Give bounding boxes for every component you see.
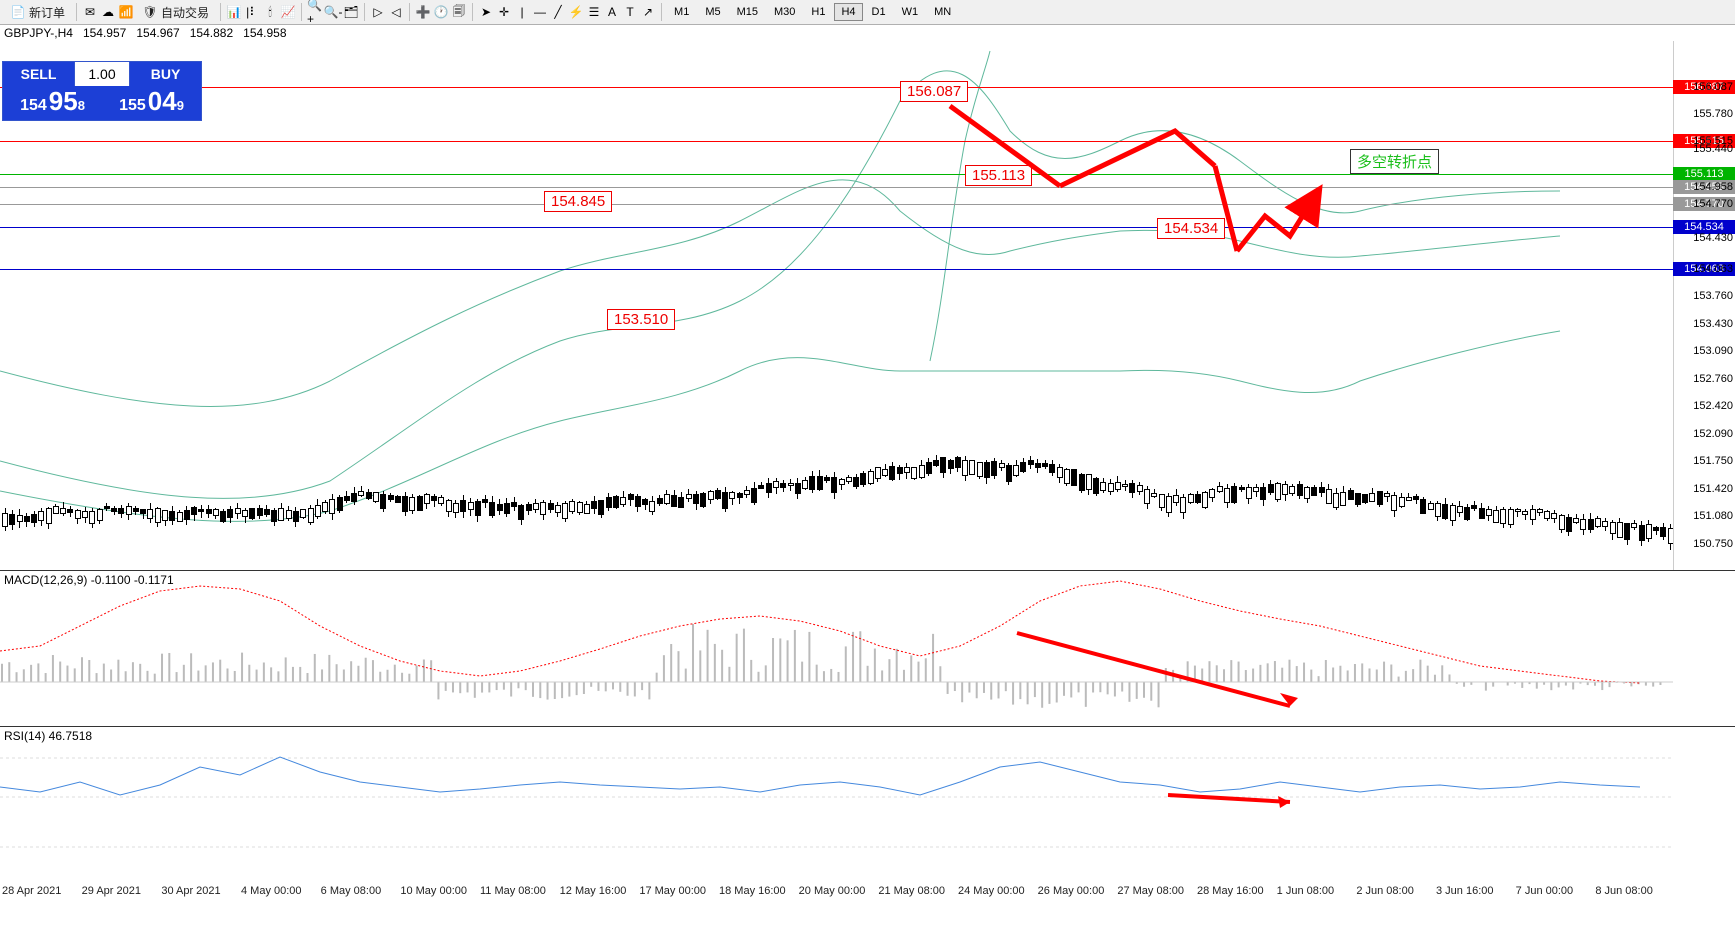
scroll-right-icon[interactable]: ▷ (370, 4, 386, 20)
price-tick-label: 154.063 (1693, 263, 1733, 275)
mail-icon[interactable]: ✉ (82, 4, 98, 20)
trend-arrows (0, 41, 1673, 571)
bar-chart-icon[interactable]: |⠇ (244, 4, 260, 20)
price-tick-label: 151.420 (1693, 483, 1733, 495)
new-order-button[interactable]: 📄 新订单 (4, 2, 71, 23)
timeframe-m5[interactable]: M5 (698, 3, 727, 21)
scroll-left-icon[interactable]: ◁ (388, 4, 404, 20)
add-indicator-icon[interactable]: ➕ (415, 4, 431, 20)
price-tick-label: 154.958 (1693, 181, 1733, 193)
timeframe-d1[interactable]: D1 (865, 3, 893, 21)
date-tick-label: 21 May 08:00 (878, 885, 945, 897)
price-tick-label: 153.760 (1693, 290, 1733, 302)
zoom-out-icon[interactable]: 🔍- (325, 4, 341, 20)
price-tick-label: 152.760 (1693, 373, 1733, 385)
buy-price-display[interactable]: 155 04 9 (102, 86, 201, 120)
text-box-icon[interactable]: T (622, 4, 638, 20)
date-tick-label: 28 Apr 2021 (2, 885, 61, 897)
date-tick-label: 4 May 00:00 (241, 885, 302, 897)
candle-chart-icon[interactable]: 🕯 (262, 4, 278, 20)
date-tick-label: 3 Jun 16:00 (1436, 885, 1494, 897)
date-tick-label: 28 May 16:00 (1197, 885, 1264, 897)
sell-button[interactable]: SELL (3, 62, 74, 86)
price-axis[interactable]: 156.087 155.515 155.113 154.958 154.770 154.5… (1673, 41, 1735, 570)
price-chart-area[interactable]: SELL 1.00 BUY 154 95 8 155 04 9 (0, 41, 1735, 571)
hline-icon[interactable]: — (532, 4, 548, 20)
new-chart-icon[interactable]: 📊 (226, 4, 242, 20)
date-tick-label: 2 Jun 08:00 (1356, 885, 1414, 897)
date-tick-label: 17 May 00:00 (639, 885, 706, 897)
date-tick-label: 29 Apr 2021 (82, 885, 141, 897)
price-tick-label: 156.087 (1693, 81, 1733, 93)
date-tick-label: 18 May 16:00 (719, 885, 786, 897)
date-tick-label: 26 May 00:00 (1038, 885, 1105, 897)
sell-price-display[interactable]: 154 95 8 (3, 86, 102, 120)
timeframe-w1[interactable]: W1 (895, 3, 926, 21)
cursor-icon[interactable]: ➤ (478, 4, 494, 20)
symbol-title: GBPJPY-,H4 154.957 154.967 154.882 154.9… (4, 26, 287, 40)
price-tick-label: 151.080 (1693, 510, 1733, 522)
properties-icon[interactable]: 🗂 (343, 4, 359, 20)
main-toolbar: 📄 新订单 ✉ ☁ 📶 🛡 自动交易 📊 |⠇ 🕯 📈 🔍+ 🔍- 🗂 ▷ ◁ … (0, 0, 1735, 25)
rsi-svg (0, 727, 1673, 883)
date-tick-label: 7 Jun 00:00 (1516, 885, 1574, 897)
timeframe-h4[interactable]: H4 (834, 3, 862, 21)
date-tick-label: 20 May 00:00 (799, 885, 866, 897)
zoom-in-icon[interactable]: 🔍+ (307, 4, 323, 20)
date-tick-label: 27 May 08:00 (1117, 885, 1184, 897)
grid-icon[interactable]: ☰ (586, 4, 602, 20)
timeframe-m1[interactable]: M1 (667, 3, 696, 21)
timeframe-m30[interactable]: M30 (767, 3, 802, 21)
price-tick-label: 152.090 (1693, 428, 1733, 440)
crosshair-icon[interactable]: ✛ (496, 4, 512, 20)
mt4-trading-window: 📄 新订单 ✉ ☁ 📶 🛡 自动交易 📊 |⠇ 🕯 📈 🔍+ 🔍- 🗂 ▷ ◁ … (0, 0, 1735, 899)
date-tick-label: 11 May 08:00 (480, 885, 546, 897)
clock-icon[interactable]: 🕐 (433, 4, 449, 20)
arrow-tools-icon[interactable]: ↗ (640, 4, 656, 20)
rsi-panel[interactable]: RSI(14) 46.7518 (0, 727, 1735, 883)
date-tick-label: 6 May 08:00 (321, 885, 382, 897)
price-tick-label: 150.750 (1693, 538, 1733, 550)
date-tick-label: 8 Jun 08:00 (1595, 885, 1653, 897)
vline-icon[interactable]: | (514, 4, 530, 20)
text-A-icon[interactable]: A (604, 4, 620, 20)
lot-size-input[interactable]: 1.00 (74, 62, 130, 86)
price-tick-label: 155.440 (1693, 143, 1733, 155)
auto-trading-button[interactable]: 🛡 自动交易 (136, 2, 215, 23)
price-tick-label: 153.090 (1693, 345, 1733, 357)
date-tick-label: 1 Jun 08:00 (1277, 885, 1335, 897)
fib-icon[interactable]: ⚡ (568, 4, 584, 20)
timeframe-mn[interactable]: MN (927, 3, 958, 21)
date-tick-label: 12 May 16:00 (560, 885, 627, 897)
cloud-icon[interactable]: ☁ (100, 4, 116, 20)
signal-icon[interactable]: 📶 (118, 4, 134, 20)
price-tick-label: 154.430 (1693, 232, 1733, 244)
trendline-icon[interactable]: ╱ (550, 4, 566, 20)
date-axis[interactable]: 28 Apr 2021 29 Apr 2021 30 Apr 2021 4 May 0… (0, 883, 1735, 899)
date-tick-label: 30 Apr 2021 (161, 885, 220, 897)
price-tick-label: 154.770 (1693, 198, 1733, 210)
order-entry-panel[interactable]: SELL 1.00 BUY 154 95 8 155 04 9 (2, 61, 202, 121)
new-order-icon: 📄 (10, 4, 26, 20)
template-icon[interactable]: 🗐 (451, 4, 467, 20)
date-tick-label: 24 May 00:00 (958, 885, 1025, 897)
line-chart-icon[interactable]: 📈 (280, 4, 296, 20)
price-tick-label: 153.430 (1693, 318, 1733, 330)
timeframe-h1[interactable]: H1 (804, 3, 832, 21)
macd-panel[interactable]: MACD(12,26,9) -0.1100 -0.1171 (0, 571, 1735, 727)
auto-trading-icon: 🛡 (142, 4, 158, 20)
price-tick-label: 155.780 (1693, 108, 1733, 120)
timeframe-m15[interactable]: M15 (730, 3, 765, 21)
macd-svg (0, 571, 1673, 727)
buy-button[interactable]: BUY (130, 62, 201, 86)
price-tick-label: 152.420 (1693, 400, 1733, 412)
symbol-info-bar: GBPJPY-,H4 154.957 154.967 154.882 154.9… (0, 25, 1735, 41)
price-tick-label: 151.750 (1693, 455, 1733, 467)
price-level-badge: 155.113 (1673, 167, 1735, 181)
date-tick-label: 10 May 00:00 (400, 885, 467, 897)
